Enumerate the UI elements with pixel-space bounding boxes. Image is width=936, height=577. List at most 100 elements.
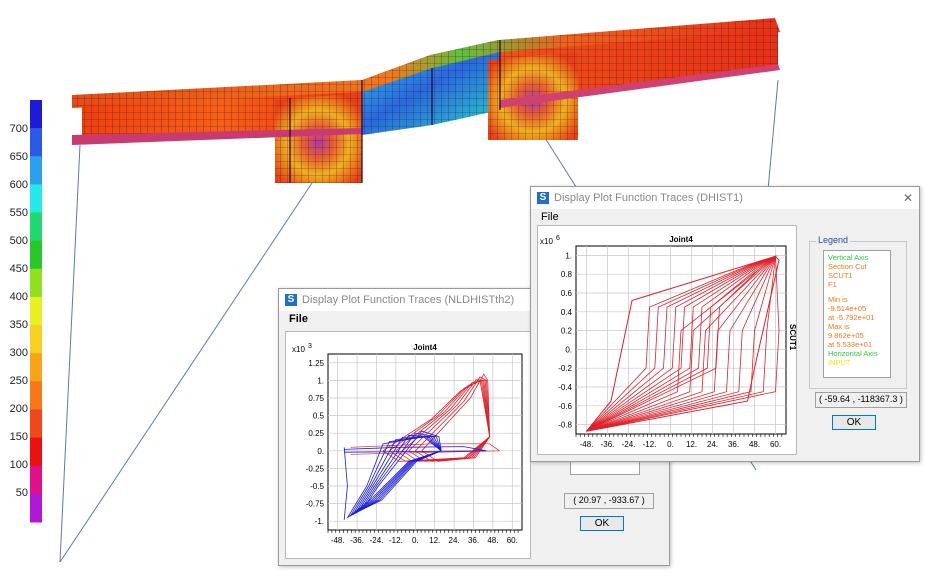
x-tick-label: 36. <box>468 536 479 545</box>
color-scale-tick-label: 650 <box>9 151 28 163</box>
y-tick-label: 1. <box>565 251 572 260</box>
color-scale-tick-label: 200 <box>9 403 28 415</box>
window-title: Display Plot Function Traces (NLDHISTth2… <box>302 294 515 306</box>
y-tick-label: -0.8 <box>558 421 572 430</box>
hysteresis-plot: -48. -36. -24. -12. 0. 12. 24. 36. 48. 60. 1.25 1. 0… <box>292 343 523 545</box>
app-logo-icon: S <box>285 294 297 306</box>
x-tick-label: 24. <box>449 536 460 545</box>
plot-title: Joint4 <box>669 235 693 244</box>
x-tick-label: 36. <box>728 440 739 449</box>
x-tick-label: -48. <box>580 440 594 449</box>
window-title: Display Plot Function Traces (DHIST1) <box>554 192 743 204</box>
y-tick-label: 0.5 <box>313 412 325 421</box>
plot-area: -48. -36. -24. -12. 0. 12. 24. 36. 48. 60. 1.25 1. 0… <box>285 331 531 559</box>
window-title-bar[interactable]: S Display Plot Function Traces (DHIST1) … <box>531 187 919 209</box>
legend-line: Min is -9.514e+05 <box>828 295 867 313</box>
color-scale-tick-label: 100 <box>9 459 28 471</box>
leader-line <box>59 182 313 563</box>
legend-line: at 5.533e+01 <box>828 340 873 349</box>
cursor-coordinates: ( -59.64 , -118367.3 ) <box>815 392 907 408</box>
y-axis-side-label: SCUT1 <box>788 324 796 351</box>
hysteresis-loop <box>344 446 487 453</box>
color-scale-tick-label: 50 <box>15 487 28 499</box>
y-tick-label: -0.4 <box>558 383 572 392</box>
x-tick-label: 12. <box>429 536 440 545</box>
y-tick-label: 0.4 <box>561 308 573 317</box>
legend-box: Vertical Axis Section Cut SCUT1 F1 Min i… <box>823 250 891 378</box>
color-scale-bar <box>30 100 42 523</box>
y-tick-label: 0.75 <box>308 394 324 403</box>
x-tick-label: 60. <box>770 440 781 449</box>
color-scale-segment <box>30 409 42 439</box>
x-tick-label: -24. <box>622 440 636 449</box>
color-scale-segment <box>30 268 42 298</box>
hysteresis-loop <box>354 436 442 514</box>
ok-button[interactable]: OK <box>832 415 876 430</box>
hysteresis-loop <box>349 436 442 517</box>
close-icon[interactable]: ✕ <box>902 191 913 205</box>
color-scale-segment <box>30 212 42 242</box>
y-tick-label: -0.6 <box>558 402 572 411</box>
menu-file[interactable]: File <box>541 211 559 223</box>
y-exponent-power: 6 <box>556 235 560 242</box>
color-scale-segment <box>30 353 42 382</box>
legend-line: Vertical Axis <box>828 253 869 262</box>
x-tick-label: 0. <box>667 440 674 449</box>
x-tick-label: 0. <box>412 536 419 545</box>
plot-window-dhist1[interactable]: S Display Plot Function Traces (DHIST1) … <box>530 186 920 462</box>
color-scale-tick-label: 600 <box>9 179 28 191</box>
y-tick-label: -0.2 <box>558 364 572 373</box>
color-scale-tick-label: 450 <box>9 263 28 275</box>
x-tick-label: -12. <box>389 536 403 545</box>
color-scale-tick-label: 250 <box>9 375 28 387</box>
hysteresis-loop <box>359 432 442 511</box>
leader-line <box>767 79 779 191</box>
color-scale-tick-label: 400 <box>9 291 28 303</box>
color-scale-segment <box>30 240 42 270</box>
color-scale-tick-label: 350 <box>9 319 28 331</box>
y-tick-label: 0.2 <box>561 327 573 336</box>
leader-line <box>59 144 81 563</box>
x-tick-label: -12. <box>643 440 657 449</box>
hysteresis-loop <box>362 430 442 510</box>
legend-group: Legend Vertical Axis Section Cut SCUT1 F… <box>809 235 907 389</box>
x-tick-label: -24. <box>370 536 384 545</box>
legend-line: Section Cut SCUT1 <box>828 262 867 280</box>
color-scale-segment <box>30 465 42 495</box>
legend-line: Max is 9.862e+05 <box>828 322 864 340</box>
hysteresis-loop <box>415 376 491 462</box>
x-tick-label: 48. <box>749 440 760 449</box>
color-scale-segment <box>30 296 42 326</box>
x-tick-label: -48. <box>331 536 345 545</box>
y-exponent-power: 3 <box>308 343 312 350</box>
plot-area: -48. -36. -24. -12. 0. 12. 24. 36. 48. 60. 1. 0.8 0.… <box>537 225 797 455</box>
y-tick-label: 1.25 <box>308 359 324 368</box>
x-tick-label: -36. <box>350 536 364 545</box>
hysteresis-loop <box>352 436 442 516</box>
y-exponent-label: x10 <box>292 345 305 354</box>
color-scale-tick-label: 500 <box>9 235 28 247</box>
hysteresis-plot: -48. -36. -24. -12. 0. 12. 24. 36. 48. 60.1.0.80.… <box>540 235 796 449</box>
color-scale-segment <box>30 128 42 157</box>
menu-file[interactable]: File <box>289 313 308 325</box>
y-tick-label: 1. <box>317 376 324 385</box>
ok-button[interactable]: OK <box>580 516 624 531</box>
color-scale-segment <box>30 493 42 523</box>
color-scale-segment <box>30 325 42 354</box>
y-tick-label: -0.75 <box>306 500 325 509</box>
legend-line: F1 <box>828 280 837 289</box>
y-exponent-label: x10 <box>540 237 553 246</box>
hysteresis-loop <box>343 447 348 520</box>
legend-line: Horizontal Axis <box>828 349 878 358</box>
color-scale-tick-label: 300 <box>9 347 28 359</box>
x-tick-label: 60. <box>507 536 518 545</box>
color-scale-tick-label: 700 <box>9 123 28 135</box>
hysteresis-envelope <box>586 255 780 432</box>
color-scale-segment <box>30 437 42 467</box>
hysteresis-loop <box>350 443 501 455</box>
hysteresis-loop <box>421 373 491 462</box>
x-tick-label: 24. <box>707 440 718 449</box>
x-tick-label: -36. <box>601 440 615 449</box>
x-tick-label: 48. <box>487 536 498 545</box>
